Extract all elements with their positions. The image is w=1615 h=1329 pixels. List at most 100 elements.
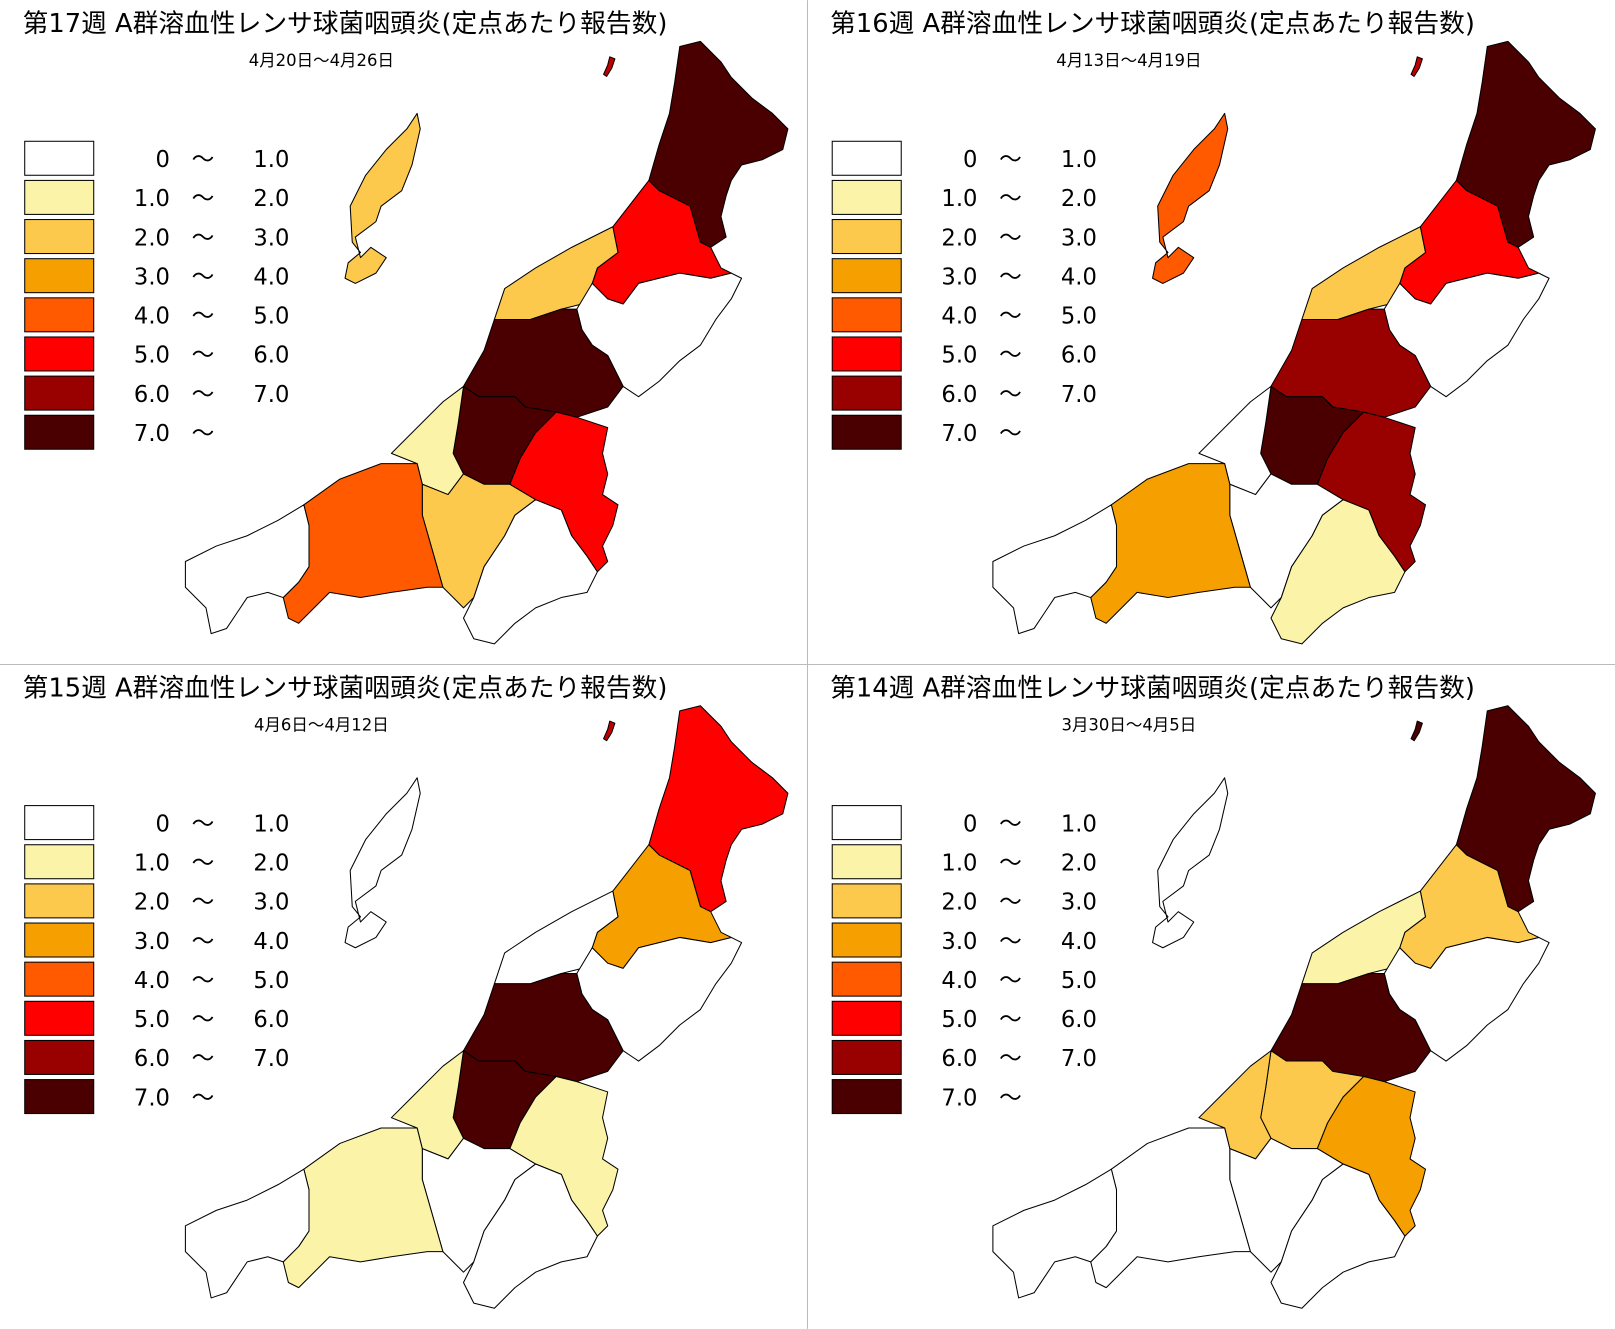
legend-swatch [831,375,902,411]
legend-to: 6.0 [1061,1007,1097,1033]
legend-to: 2.0 [253,850,289,876]
map-subtitle: 4月6日～4月12日 [254,715,389,734]
legend-separator: ～ [999,186,1022,212]
legend-separator: ～ [192,264,215,290]
legend-to: 2.0 [253,186,289,212]
region [462,1163,598,1309]
legend-separator: ～ [999,929,1022,955]
legend-from: 2.0 [941,890,977,916]
legend-swatch [831,414,902,450]
legend-swatch [831,297,902,333]
legend-to: 6.0 [1061,343,1097,369]
map-panel: 第14週 A群溶血性レンサ球菌咽頭炎(定点あたり報告数) 3月30日～4月5日 0 ～… [830,673,1596,1309]
legend-separator: ～ [192,382,215,408]
legend-from: 5.0 [134,1007,170,1033]
legend-swatch [831,1039,902,1075]
region [1270,1163,1406,1309]
legend-to: 4.0 [253,264,289,290]
legend-separator: ～ [999,264,1022,290]
legend-swatch [831,179,902,215]
legend-swatch [24,258,95,294]
map-title: 第17週 A群溶血性レンサ球菌咽頭炎(定点あたり報告数) [23,9,668,39]
region [603,720,616,742]
region [992,504,1118,635]
legend-to: 3.0 [253,225,289,251]
legend-from: 3.0 [134,929,170,955]
legend-swatch [831,805,902,841]
region [603,56,616,77]
legend-swatch [24,805,95,841]
legend-swatch [831,883,902,919]
legend-from: 5.0 [941,1007,977,1033]
legend-separator: ～ [192,343,215,369]
region [1152,112,1229,284]
legend-swatch [24,375,95,411]
legend-from: 3.0 [941,929,977,955]
legend-separator: ～ [192,890,215,916]
legend-from: 5.0 [941,343,977,369]
map-subtitle: 4月20日～4月26日 [249,51,394,70]
legend-separator: ～ [192,968,215,994]
map-panel: 第17週 A群溶血性レンサ球菌咽頭炎(定点あたり報告数) 4月20日～4月26日 0… [23,9,789,645]
region [282,463,444,624]
legend-to: 7.0 [1061,1046,1097,1072]
legend-from: 0 [963,811,977,837]
legend-from: 1.0 [134,186,170,212]
legend-swatch [831,844,902,880]
map-subtitle: 4月13日～4月19日 [1056,51,1201,70]
legend-separator: ～ [192,1046,215,1072]
legend-to: 5.0 [253,968,289,994]
legend-from: 4.0 [941,304,977,330]
legend-from: 0 [156,147,170,173]
legend-separator: ～ [192,929,215,955]
legend-separator: ～ [999,1046,1022,1072]
legend-to: 1.0 [253,147,289,173]
region [184,504,310,635]
legend-to: 1.0 [253,811,289,837]
legend-swatch [24,883,95,919]
legend-separator: ～ [999,890,1022,916]
region [648,705,789,913]
legend-to: 2.0 [1061,850,1097,876]
legend-separator: ～ [192,421,215,447]
region [1090,463,1251,624]
map-panel: 第16週 A群溶血性レンサ球菌咽頭炎(定点あたり報告数) 4月13日～4月19日 0… [830,9,1596,645]
legend-to: 6.0 [253,1007,289,1033]
legend-from: 4.0 [134,304,170,330]
legend-separator: ～ [192,186,215,212]
legend-from: 4.0 [941,968,977,994]
legend-to: 4.0 [1061,929,1097,955]
legend-to: 5.0 [1061,304,1097,330]
legend-swatch [831,1079,902,1115]
legend-to: 4.0 [1061,264,1097,290]
legend-from: 1.0 [941,186,977,212]
legend-separator: ～ [192,304,215,330]
legend-separator: ～ [192,850,215,876]
legend-to: 2.0 [1061,186,1097,212]
legend-swatch [831,258,902,294]
legend-to: 7.0 [253,382,289,408]
legend-from: 7.0 [134,421,170,447]
legend-swatch [831,922,902,958]
legend-swatch [831,336,902,372]
legend-from: 6.0 [941,1046,977,1072]
legend-swatch [24,140,95,176]
legend-from: 2.0 [941,225,977,251]
legend-to: 5.0 [253,304,289,330]
legend-separator: ～ [999,850,1022,876]
legend-from: 0 [156,811,170,837]
region [282,1127,444,1289]
map-title: 第15週 A群溶血性レンサ球菌咽頭炎(定点あたり報告数) [23,673,668,703]
legend-separator: ～ [999,968,1022,994]
legend-to: 7.0 [253,1046,289,1072]
region [344,777,421,949]
legend-separator: ～ [999,147,1022,173]
legend-swatch [24,844,95,880]
legend-swatch [24,1000,95,1036]
legend-from: 3.0 [134,264,170,290]
legend-to: 1.0 [1061,811,1097,837]
legend-to: 7.0 [1061,382,1097,408]
legend-swatch [831,1000,902,1036]
region [1410,56,1423,77]
